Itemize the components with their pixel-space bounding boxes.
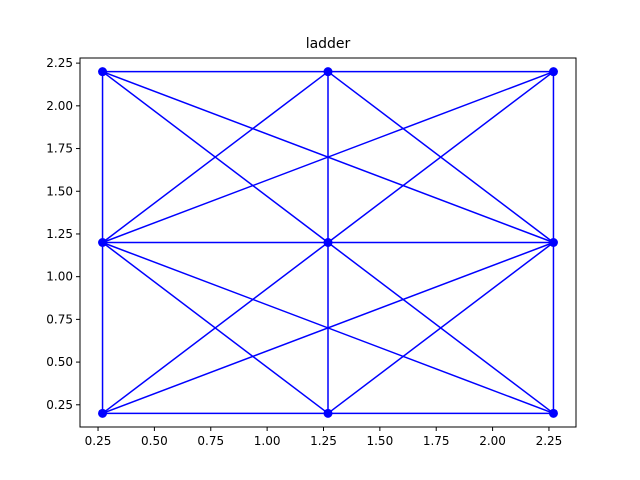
data-point bbox=[548, 408, 558, 418]
data-point bbox=[323, 408, 333, 418]
x-tick-label: 1.50 bbox=[366, 434, 393, 448]
y-tick-label: 1.00 bbox=[46, 270, 73, 284]
y-tick-label: 0.25 bbox=[46, 398, 73, 412]
x-tick-label: 1.00 bbox=[254, 434, 281, 448]
x-tick-label: 2.25 bbox=[536, 434, 563, 448]
y-tick-label: 0.75 bbox=[46, 312, 73, 326]
x-axis: 0.25 0.50 0.75 1.00 1.25 1.50 1.75 2.00 2.25 bbox=[85, 427, 563, 448]
chart-title: ladder bbox=[306, 36, 351, 52]
edge-line bbox=[327, 241, 554, 414]
y-tick-label: 0.50 bbox=[46, 355, 73, 369]
data-point bbox=[98, 238, 108, 247]
nodes-layer bbox=[98, 67, 558, 418]
y-tick-label: 2.00 bbox=[46, 99, 73, 113]
edge-line bbox=[102, 241, 329, 414]
edge-line bbox=[102, 70, 554, 244]
edges-layer bbox=[101, 70, 555, 415]
data-point bbox=[323, 67, 333, 77]
data-point bbox=[98, 67, 108, 77]
x-tick-label: 0.50 bbox=[141, 434, 168, 448]
y-axis: 0.25 0.50 0.75 1.00 1.25 1.50 1.75 2.00 2.25 bbox=[46, 56, 80, 412]
x-tick-label: 1.75 bbox=[423, 434, 450, 448]
data-point bbox=[548, 238, 558, 247]
data-point bbox=[98, 408, 108, 418]
x-tick-label: 0.25 bbox=[85, 434, 112, 448]
edge-line bbox=[102, 71, 329, 244]
x-tick-label: 2.00 bbox=[479, 434, 506, 448]
y-tick-label: 1.25 bbox=[46, 227, 73, 241]
plot-frame bbox=[79, 57, 577, 428]
edge-line bbox=[327, 71, 554, 244]
y-tick-label: 1.75 bbox=[46, 142, 73, 156]
y-tick-label: 1.50 bbox=[46, 184, 73, 198]
x-tick-label: 1.25 bbox=[310, 434, 337, 448]
x-tick-label: 0.75 bbox=[197, 434, 224, 448]
data-point bbox=[323, 238, 333, 247]
edge-line bbox=[102, 241, 554, 415]
data-point bbox=[548, 67, 558, 77]
y-tick-label: 2.25 bbox=[46, 56, 73, 70]
